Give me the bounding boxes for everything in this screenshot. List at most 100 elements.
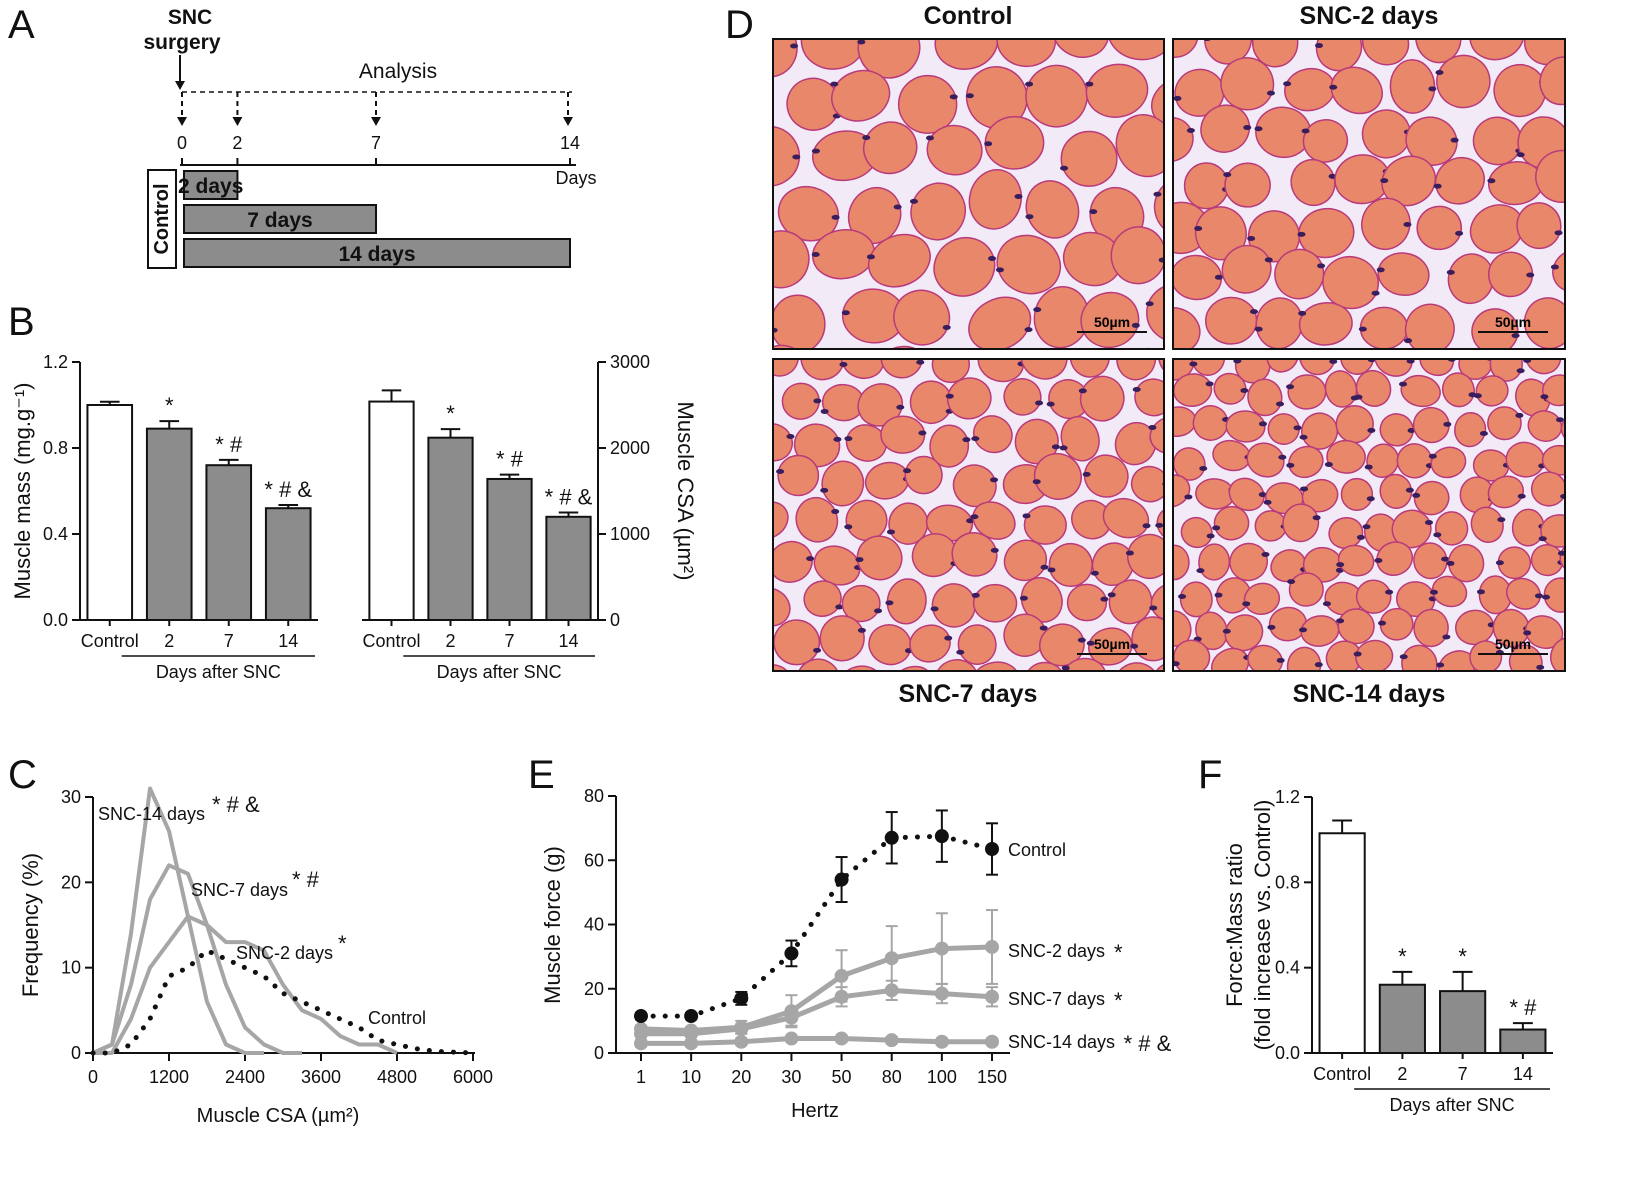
- y-tick-label: 20: [584, 979, 604, 999]
- significance-label: *: [1114, 940, 1123, 965]
- data-point: [834, 872, 849, 887]
- y-tick-label: 1.2: [1275, 787, 1300, 807]
- y-tick-label: 0: [594, 1043, 604, 1063]
- data-point: [734, 1034, 749, 1049]
- surgery-arrow-head: [175, 81, 185, 90]
- data-point: [784, 1010, 799, 1025]
- panel-letter-f: F: [1198, 753, 1222, 797]
- significance-label: * # &: [1124, 1031, 1172, 1056]
- y-axis-title: Muscle mass (mg.g⁻¹): [10, 383, 35, 600]
- y-axis-title: Frequency (%): [18, 853, 43, 997]
- y-tick-label: 1.2: [43, 352, 68, 372]
- significance-label: * #: [215, 432, 243, 457]
- group-label: Days after SNC: [156, 662, 281, 682]
- x-tick-label: 80: [882, 1067, 902, 1087]
- x-tick-label: 6000: [453, 1067, 493, 1087]
- significance-label: * # &: [545, 485, 593, 510]
- x-tick-label: 14: [558, 631, 578, 651]
- histology-texture: 50µm: [774, 360, 1163, 670]
- data-point: [884, 830, 899, 845]
- surgery-label: SNC: [168, 6, 212, 29]
- x-tick-label: 14: [278, 631, 298, 651]
- data-point: [884, 951, 899, 966]
- y-tick-label: 3000: [610, 352, 650, 372]
- data-point: [985, 989, 999, 1004]
- series-line: [641, 987, 993, 1037]
- bar: [1499, 1028, 1547, 1054]
- bar: [145, 427, 193, 621]
- y-tick-label: 0.0: [43, 610, 68, 630]
- x-tick-label: 20: [731, 1067, 751, 1087]
- scale-bar-label: 50µm: [1495, 636, 1531, 652]
- x-tick-label: Control: [1313, 1064, 1371, 1084]
- significance-label: *: [446, 401, 455, 426]
- data-point: [834, 989, 849, 1004]
- series-line: [641, 1036, 992, 1046]
- scale-bar-label: 50µm: [1094, 314, 1130, 330]
- significance-label: * # &: [212, 792, 260, 817]
- x-tick-label: 7: [1458, 1064, 1468, 1084]
- x-tick-label: 2: [1397, 1064, 1407, 1084]
- analysis-arrow-head: [563, 117, 573, 126]
- x-tick-label: 100: [927, 1067, 957, 1087]
- group-bar: [183, 204, 377, 234]
- data-point: [934, 829, 949, 844]
- timeline-tick-label: 2: [232, 133, 242, 153]
- analysis-arrow-head: [371, 117, 381, 126]
- series-label: SNC-14 days: [98, 804, 205, 824]
- histology-image: 50µm: [1172, 358, 1566, 672]
- x-tick-label: 2: [164, 631, 174, 651]
- series-line: [638, 833, 995, 1019]
- group-label: Days after SNC: [437, 662, 562, 682]
- scale-bar-label: 50µm: [1094, 636, 1130, 652]
- data-point: [985, 939, 999, 954]
- data-point: [934, 1034, 949, 1049]
- data-point: [784, 1031, 799, 1046]
- data-point: [684, 1009, 699, 1024]
- bar: [86, 404, 134, 621]
- histology-image: 50µm: [1172, 38, 1566, 350]
- bar: [264, 507, 312, 622]
- control-box-label: Control: [151, 183, 173, 254]
- y-axis-title: Muscle CSA (µm²): [673, 402, 698, 581]
- series-line: [93, 914, 398, 1055]
- data-point: [734, 991, 749, 1006]
- significance-label: * # &: [264, 477, 312, 502]
- surgery-label: surgery: [143, 31, 220, 54]
- bar: [1378, 983, 1426, 1055]
- data-point: [985, 1034, 999, 1049]
- histology-image: 50µm: [772, 38, 1165, 350]
- series-label: SNC-2 days: [236, 943, 333, 963]
- series-label: SNC-14 days: [1008, 1032, 1115, 1052]
- significance-label: * #: [1509, 995, 1537, 1020]
- data-point: [884, 1033, 899, 1048]
- bar: [545, 515, 592, 621]
- y-tick-label: 30: [61, 787, 81, 807]
- bar-chart-B1: 0.0 0.4 0.8 1.2 Control * 2 * # 7 * # & 14 Days aft…: [43, 352, 318, 682]
- bar-chart-B2: 0 1000 2000 3000 Control * 2 * # 7 * # & 14 Days af…: [362, 352, 650, 682]
- group-bar-label: 2 days: [178, 175, 243, 198]
- scale-bar-label: 50µm: [1495, 314, 1531, 330]
- x-tick-label: 3600: [301, 1067, 341, 1087]
- histology-texture: 50µm: [1174, 40, 1564, 348]
- timeline-tick-label: 14: [560, 133, 580, 153]
- group-bar: [183, 170, 239, 200]
- y-tick-label: 0.8: [43, 438, 68, 458]
- significance-label: *: [1398, 944, 1407, 969]
- series-label: Control: [368, 1008, 426, 1028]
- group-bar-label: 7 days: [247, 209, 312, 232]
- series-line: [92, 786, 264, 1055]
- control-box: [147, 169, 177, 269]
- significance-label: *: [338, 931, 347, 956]
- significance-label: *: [165, 393, 174, 418]
- x-axis-title: Hertz: [791, 1100, 839, 1122]
- y-tick-label: 40: [584, 915, 604, 935]
- histology-title: Control: [923, 2, 1013, 30]
- series-label: Control: [1008, 840, 1066, 860]
- bar: [1318, 832, 1366, 1054]
- series-line: [640, 944, 993, 1033]
- histology-texture: 50µm: [1174, 360, 1564, 670]
- series-label: SNC-7 days: [1008, 989, 1105, 1009]
- panel-letter-a: A: [8, 3, 35, 47]
- x-tick-label: 10: [681, 1067, 701, 1087]
